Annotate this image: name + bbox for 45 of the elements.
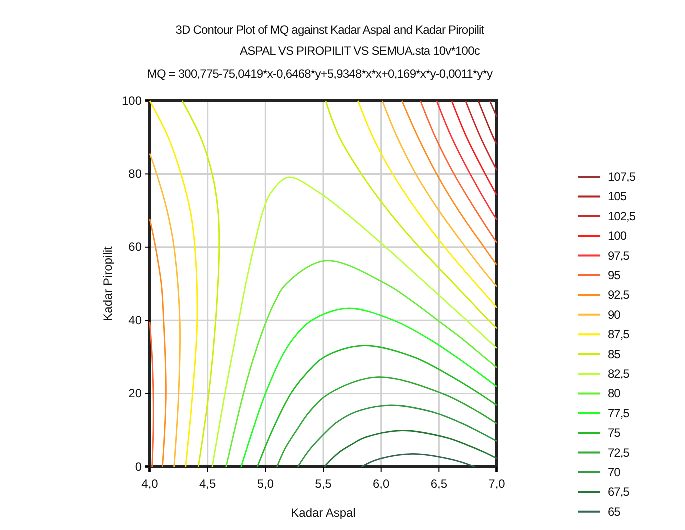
legend-label: 107,5 (608, 170, 636, 184)
line-series (324, 430, 498, 468)
chart-subtitle: ASPAL VS PIROPILIT VS SEMUA.sta 10v*100c (240, 44, 480, 58)
line-series (276, 376, 498, 468)
legend-label: 65 (608, 504, 622, 519)
line-series (256, 345, 498, 468)
text: MQ = 300,775-75,0419*x-0,6468*y+5,9348*x*x+0,169*x*y-0,0011*y*y (147, 67, 493, 81)
y-tick-label: 80 (128, 167, 142, 182)
chart-title: 3D Contour Plot of MQ against Kadar Aspal and Kadar Piropilit (176, 23, 486, 37)
legend-label: 80 (608, 386, 622, 401)
line-series (240, 308, 498, 468)
x-axis-title: Kadar Aspal (291, 506, 356, 520)
x-tick-label: 6,5 (430, 477, 448, 492)
line-series (451, 100, 498, 196)
x-tick-label: 5,0 (257, 477, 274, 492)
legend-label: 82,5 (608, 367, 630, 381)
legend-label: 95 (608, 268, 622, 282)
legend-label: 85 (608, 347, 622, 362)
legend-label: 92,5 (608, 288, 630, 302)
x-tick-label: 4,5 (199, 477, 216, 492)
legend-label: 97,5 (608, 248, 630, 263)
legend-label: 90 (608, 308, 622, 322)
y-tick-label: 100 (122, 94, 142, 108)
x-tick-label: 6,0 (372, 477, 390, 492)
line-series (212, 176, 498, 468)
y-tick-label: 0 (135, 460, 142, 474)
line-series (226, 260, 498, 468)
y-axis-title: Kadar Piropilit (101, 246, 115, 322)
legend-label: 75 (608, 426, 622, 440)
y-tick-label: 40 (128, 313, 142, 328)
y-tick-label: 60 (128, 240, 142, 254)
legend-label: 70 (608, 466, 622, 480)
legend-label: 100 (608, 229, 628, 244)
x-tick-label: 7,0 (488, 477, 506, 492)
legend-label: 102,5 (608, 209, 636, 224)
legend-label: 72,5 (608, 446, 630, 460)
y-tick-label: 20 (128, 386, 142, 401)
legend-label: 87,5 (608, 328, 630, 342)
x-tick-label: 4,0 (142, 477, 159, 492)
x-tick-label: 5,5 (315, 477, 332, 492)
line-series (297, 404, 498, 468)
legend-label: 67,5 (608, 485, 630, 500)
legend-label: 77,5 (608, 406, 630, 420)
line-series (436, 100, 498, 221)
legend-label: 105 (608, 190, 628, 204)
